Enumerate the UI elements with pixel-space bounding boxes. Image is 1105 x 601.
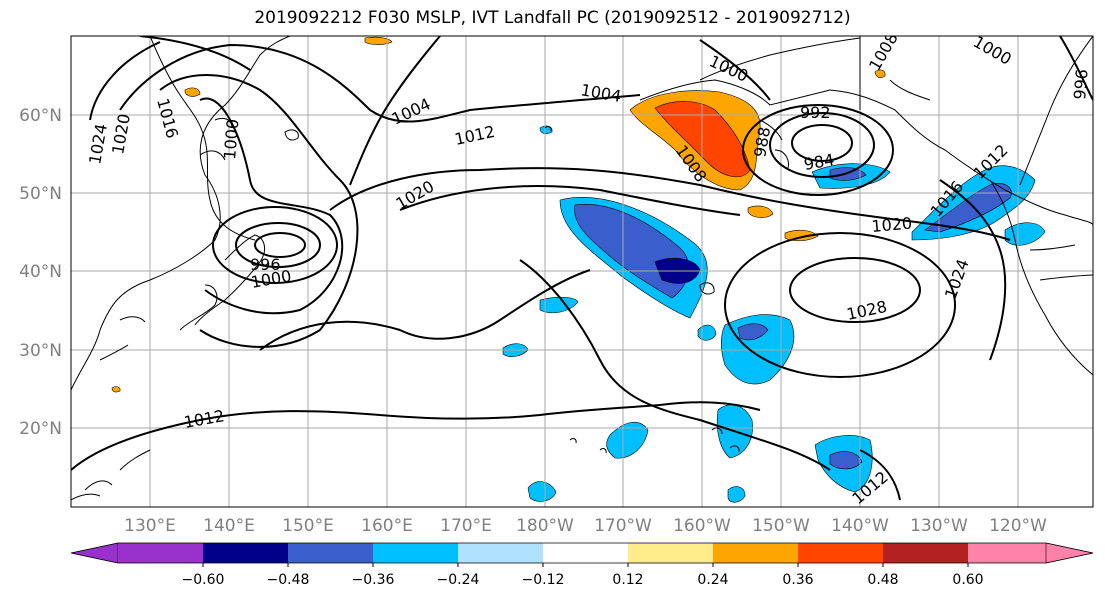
colorbar-segment xyxy=(628,543,713,563)
colorbar-segment xyxy=(798,543,883,563)
colorbar-segment xyxy=(373,543,458,563)
colorbar-segment xyxy=(118,543,203,563)
isobar-label: 996 xyxy=(1070,68,1092,100)
lat-label: 50°N xyxy=(19,184,62,204)
colorbar: −0.60 −0.48 −0.36 −0.24 −0.12 0.12 0.24 … xyxy=(70,542,1094,588)
lon-label: 150°W xyxy=(752,516,810,536)
colorbar-tick-label: −0.36 xyxy=(352,572,395,588)
isobar-label: 996 xyxy=(250,255,281,274)
isobars xyxy=(71,36,1093,501)
colorbar-segment xyxy=(70,542,119,564)
lon-label: 160°W xyxy=(673,516,731,536)
lon-label: 130°W xyxy=(910,516,968,536)
colorbar-tick-label: −0.48 xyxy=(267,572,310,588)
colorbar-segment xyxy=(203,543,288,563)
isobar-label: 1020 xyxy=(871,214,913,236)
longitude-labels: 130°E 140°E 150°E 160°E 170°E 180°W 170°… xyxy=(124,516,1047,536)
colorbar-ticks xyxy=(202,563,969,567)
lon-label: 160°E xyxy=(361,516,413,536)
isobar-label: 1000 xyxy=(220,118,242,160)
colorbar-tick-label: 0.36 xyxy=(782,572,813,588)
graticule xyxy=(71,36,1093,507)
colorbar-tick-label: −0.24 xyxy=(437,572,480,588)
map-title: 2019092212 F030 MSLP, IVT Landfall PC (2… xyxy=(254,8,851,28)
colorbar-segment xyxy=(458,543,543,563)
colorbar-tick-label: 0.24 xyxy=(697,572,728,588)
map-frame xyxy=(70,35,1094,508)
lon-label: 130°E xyxy=(124,516,176,536)
lon-label: 170°W xyxy=(594,516,652,536)
latitude-labels: 60°N 50°N 40°N 30°N 20°N xyxy=(19,106,62,439)
colorbar-tick-label: −0.12 xyxy=(522,572,565,588)
lat-label: 40°N xyxy=(19,262,62,282)
colorbar-tick-label: 0.12 xyxy=(612,572,643,588)
colorbar-segment xyxy=(288,543,373,563)
lon-label: 170°E xyxy=(440,516,492,536)
coastlines xyxy=(71,36,1093,501)
lat-label: 60°N xyxy=(19,106,62,126)
colorbar-segment xyxy=(883,543,968,563)
colorbar-tick-label: −0.60 xyxy=(182,572,225,588)
colorbar-tick-label: 0.48 xyxy=(867,572,898,588)
lon-label: 150°E xyxy=(282,516,334,536)
colorbar-segment xyxy=(543,543,628,563)
ivt-negative-shading xyxy=(502,125,1046,503)
colorbar-outline xyxy=(70,542,1094,564)
lon-label: 180°W xyxy=(516,516,574,536)
lon-label: 140°E xyxy=(203,516,255,536)
colorbar-tick-label: 0.60 xyxy=(952,572,983,588)
colorbar-segment xyxy=(968,543,1046,563)
lat-label: 30°N xyxy=(19,341,62,361)
colorbar-segment xyxy=(713,543,798,563)
lon-label: 120°W xyxy=(989,516,1047,536)
lon-label: 140°W xyxy=(831,516,889,536)
colorbar-segment xyxy=(1045,542,1094,564)
lat-label: 20°N xyxy=(19,419,62,439)
isobar-label: 992 xyxy=(800,103,831,122)
map-panel: 1024 1020 1016 1000 996 1000 1004 1004 1… xyxy=(71,36,1093,507)
